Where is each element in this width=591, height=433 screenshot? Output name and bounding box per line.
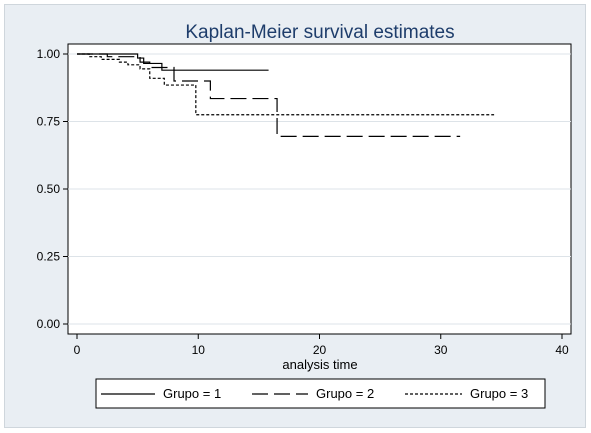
y-tick-label: 0.25 xyxy=(37,250,61,264)
series-line-grupo-3 xyxy=(77,53,495,116)
gridlines xyxy=(68,53,571,325)
x-tick-label: 10 xyxy=(192,343,206,357)
y-tick-label: 1.00 xyxy=(37,47,61,61)
legend-box xyxy=(95,378,546,409)
y-axis: 0.00 0.25 0.50 0.75 1.00 xyxy=(37,47,68,331)
legend-label-grupo-2: Grupo = 2 xyxy=(316,386,374,401)
x-tick-label: 20 xyxy=(313,343,327,357)
x-axis-label: analysis time xyxy=(282,357,357,372)
y-tick-label: 0.75 xyxy=(37,115,61,129)
chart-title: Kaplan-Meier survival estimates xyxy=(185,22,454,43)
series-group xyxy=(77,53,495,137)
series-line-grupo-1 xyxy=(77,53,269,71)
y-tick-label: 0.00 xyxy=(37,317,61,331)
y-tick-label: 0.50 xyxy=(37,182,61,196)
legend-label-grupo-1: Grupo = 1 xyxy=(163,386,221,401)
legend-label-grupo-3: Grupo = 3 xyxy=(470,386,528,401)
x-tick-label: 40 xyxy=(555,343,569,357)
x-tick-label: 0 xyxy=(74,343,81,357)
x-tick-label: 30 xyxy=(434,343,448,357)
legend-items: Grupo = 1 Grupo = 2 Grupo = 3 xyxy=(101,386,528,401)
series-line-grupo-2 xyxy=(77,53,461,137)
legend: Grupo = 1 Grupo = 2 Grupo = 3 xyxy=(95,378,546,409)
x-axis: 0 10 20 30 40 xyxy=(74,334,569,357)
